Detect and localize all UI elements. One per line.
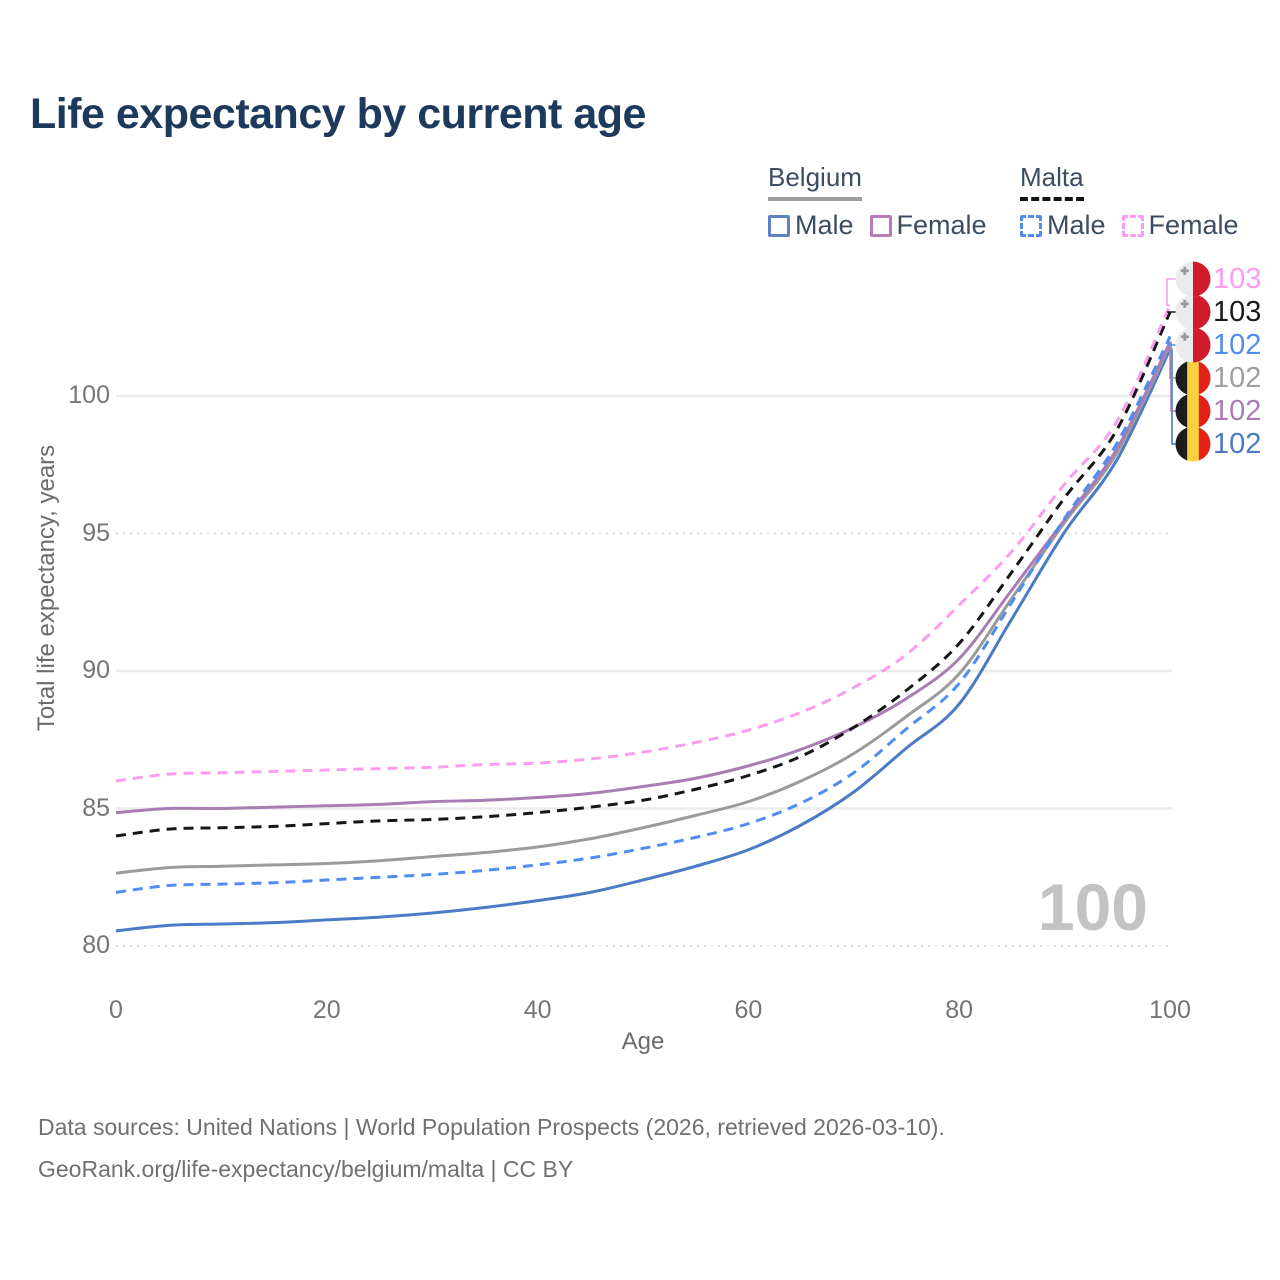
- legend-group-malta: Malta Male Female: [1020, 162, 1239, 241]
- series-line-malta-female: [115, 304, 1172, 783]
- malta-female-line-swatch: [1121, 214, 1144, 237]
- x-tick-20: 20: [312, 996, 341, 1024]
- malta-flag-badge: [1175, 261, 1211, 297]
- belgium-male-label: Male: [795, 210, 854, 240]
- malta-male-label: Male: [1047, 210, 1106, 240]
- leader-line-belgium: [1169, 345, 1176, 379]
- belgium-female-line-swatch: [869, 214, 892, 237]
- legend-item-malta-male[interactable]: Male: [1020, 210, 1106, 241]
- y-tick-100: 100: [68, 381, 110, 409]
- x-tick-0: 0: [109, 996, 123, 1024]
- legend-item-malta-female[interactable]: Female: [1121, 210, 1239, 241]
- page-title: Life expectancy by current age: [30, 90, 646, 138]
- legend-country-belgium[interactable]: Belgium: [768, 162, 862, 201]
- belgium-flag-badge: [1175, 426, 1211, 462]
- malta-male-line-swatch: [1020, 214, 1042, 237]
- series-line-belgium: [115, 344, 1172, 875]
- leader-line-malta-male: [1168, 336, 1176, 346]
- end-value-belgium-male: 102: [1213, 428, 1262, 460]
- malta-flag-badge: [1175, 327, 1211, 363]
- legend-item-belgium-female[interactable]: Female: [869, 210, 987, 241]
- series-line-belgium-male: [115, 348, 1172, 933]
- x-axis-title: Age: [621, 1028, 665, 1055]
- footer-url-line: GeoRank.org/life-expectancy/belgium/malt…: [38, 1156, 574, 1182]
- end-value-belgium-female: 102: [1213, 395, 1262, 427]
- y-tick-90: 90: [82, 656, 110, 684]
- end-value-malta: 103: [1213, 296, 1262, 328]
- x-tick-100: 100: [1149, 996, 1191, 1024]
- x-tick-40: 40: [523, 996, 552, 1024]
- belgium-male-line-swatch: [768, 214, 790, 237]
- y-tick-80: 80: [82, 931, 110, 959]
- end-value-malta-male: 102: [1213, 329, 1262, 361]
- end-value-belgium: 102: [1213, 362, 1262, 394]
- legend-group-belgium: Belgium Male Female: [768, 162, 987, 241]
- footer: Data sources: United Nations | World Pop…: [38, 1106, 945, 1190]
- y-tick-95: 95: [82, 518, 110, 547]
- belgium-flag-badge: [1175, 393, 1211, 429]
- y-axis-title: Total life expectancy, years: [33, 444, 60, 732]
- belgium-flag-badge: [1175, 360, 1211, 396]
- age-counter-watermark: 100: [1037, 870, 1148, 944]
- series-line-malta: [115, 311, 1172, 838]
- leader-line-belgium-female: [1170, 341, 1176, 412]
- malta-flag-badge: [1175, 294, 1211, 330]
- footer-source-line: Data sources: United Nations | World Pop…: [38, 1114, 945, 1140]
- leader-line-malta-female: [1166, 278, 1176, 307]
- x-tick-80: 80: [945, 996, 974, 1024]
- end-value-malta-female: 103: [1213, 263, 1262, 295]
- series-line-belgium-female: [115, 341, 1172, 815]
- malta-female-label: Female: [1148, 210, 1239, 240]
- legend-item-belgium-male[interactable]: Male: [768, 210, 854, 241]
- legend-country-malta[interactable]: Malta: [1020, 162, 1084, 201]
- x-tick-60: 60: [734, 996, 763, 1024]
- y-tick-85: 85: [82, 793, 110, 822]
- belgium-female-label: Female: [896, 210, 987, 240]
